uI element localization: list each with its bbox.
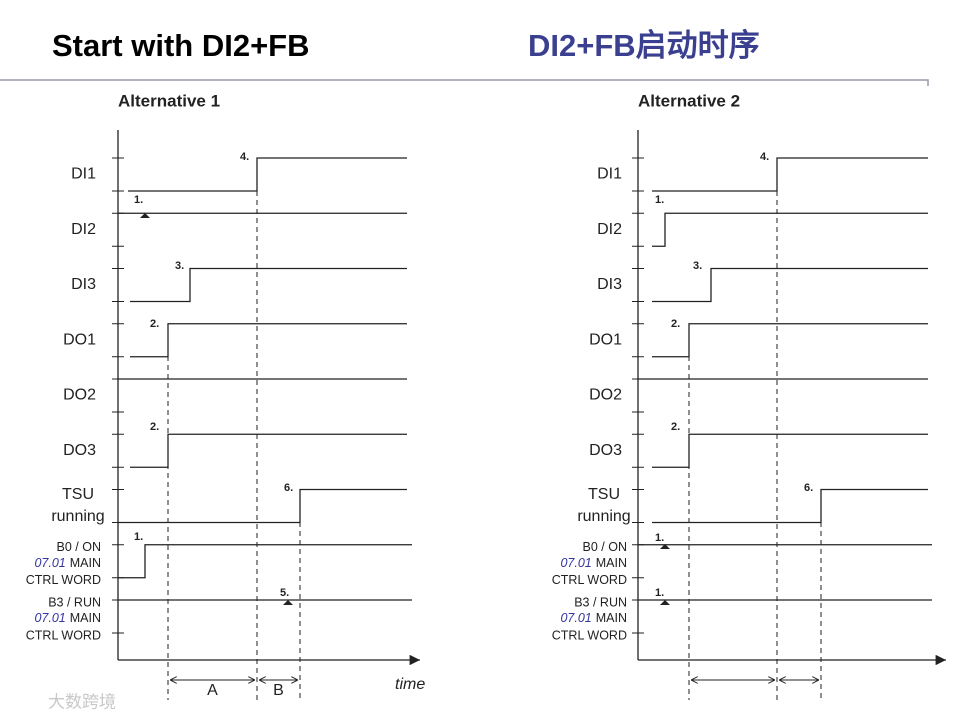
event-marker [660,544,670,549]
signal-label: DO3 [63,442,96,459]
signal-bit: B3 / RUN [574,595,627,609]
step-label: 2. [671,318,680,330]
waveform [652,212,928,247]
waveform [652,157,928,192]
waveform [130,433,407,468]
step-label: 3. [693,260,702,272]
interval-label: A [207,682,218,699]
step-label: 2. [671,421,680,433]
signal-param-line: 07.01 MAIN [34,611,101,625]
signal-label: DI3 [597,276,622,293]
step-label: 1. [134,194,143,206]
signal-bit: B0 / ON [583,540,627,554]
diagrams: Alternative 1 DI1 DI2 DI3 DO1 DO2 DO3 TSU runnin… [26,91,946,700]
step-label: 1. [655,532,664,544]
signal-label: DI1 [597,166,622,183]
param-id: 07.01 [560,611,591,625]
signal-word: CTRL WORD [26,573,101,587]
signal-word: CTRL WORD [26,628,101,642]
waveform [652,323,928,358]
signal-label: DO2 [589,387,622,404]
param-id: 07.01 [34,556,65,570]
waveform [118,488,407,524]
title: Start with DI2+FB [52,28,310,63]
step-label: 1. [655,194,664,206]
signal-label: DI2 [597,221,622,238]
step-label: 1. [134,531,143,543]
event-marker [283,600,293,605]
param-id: 07.01 [560,556,591,570]
timing-diagram: Alternative 1 DI1 DI2 DI3 DO1 DO2 DO3 TSU runnin… [26,91,425,700]
signal-word: CTRL WORD [552,628,627,642]
signal-bit: B0 / ON [57,540,101,554]
param-name: MAIN [70,556,101,570]
signal-label: DO1 [589,331,622,348]
signal-param-line: 07.01 MAIN [34,556,101,570]
title-cn: DI2+FB启动时序 [528,28,760,63]
signal-label: TSU [62,486,94,503]
diagram-title: Alternative 2 [638,91,740,110]
waveform [652,267,928,303]
step-label: 4. [240,151,249,163]
interval-label: B [273,682,284,699]
step-label: 4. [760,151,769,163]
signal-label: DO2 [63,387,96,404]
step-label: 2. [150,318,159,330]
watermark: 大数跨境 [48,692,116,711]
param-name: MAIN [596,611,627,625]
waveform [652,433,928,468]
timing-diagram: Alternative 2 DI1 DI2 DI3 DO1 DO2 DO3 TSU runnin… [552,91,946,700]
step-label: 2. [150,421,159,433]
step-label: 6. [804,482,813,494]
step-label: 6. [284,482,293,494]
signal-word: CTRL WORD [552,573,627,587]
param-id: 07.01 [34,611,65,625]
waveform [118,544,412,579]
waveform [130,267,407,303]
signal-label: DO1 [63,331,96,348]
waveform [652,488,928,524]
waveform [128,157,407,192]
signal-label: TSU [588,486,620,503]
signal-label: DI1 [71,166,96,183]
signal-bit: B3 / RUN [48,595,101,609]
step-label: 1. [655,587,664,599]
signal-label: running [577,508,630,525]
waveform [130,323,407,358]
signal-label: DI3 [71,276,96,293]
event-marker [660,600,670,605]
event-marker [140,213,150,218]
step-label: 5. [280,587,289,599]
param-name: MAIN [596,556,627,570]
step-label: 3. [175,260,184,272]
header-rule [0,79,929,86]
signal-label: DI2 [71,221,96,238]
signal-param-line: 07.01 MAIN [560,556,627,570]
time-label: time [395,676,425,693]
signal-label: DO3 [589,442,622,459]
signal-label: running [51,508,104,525]
param-name: MAIN [70,611,101,625]
diagram-title: Alternative 1 [118,91,220,110]
signal-param-line: 07.01 MAIN [560,611,627,625]
